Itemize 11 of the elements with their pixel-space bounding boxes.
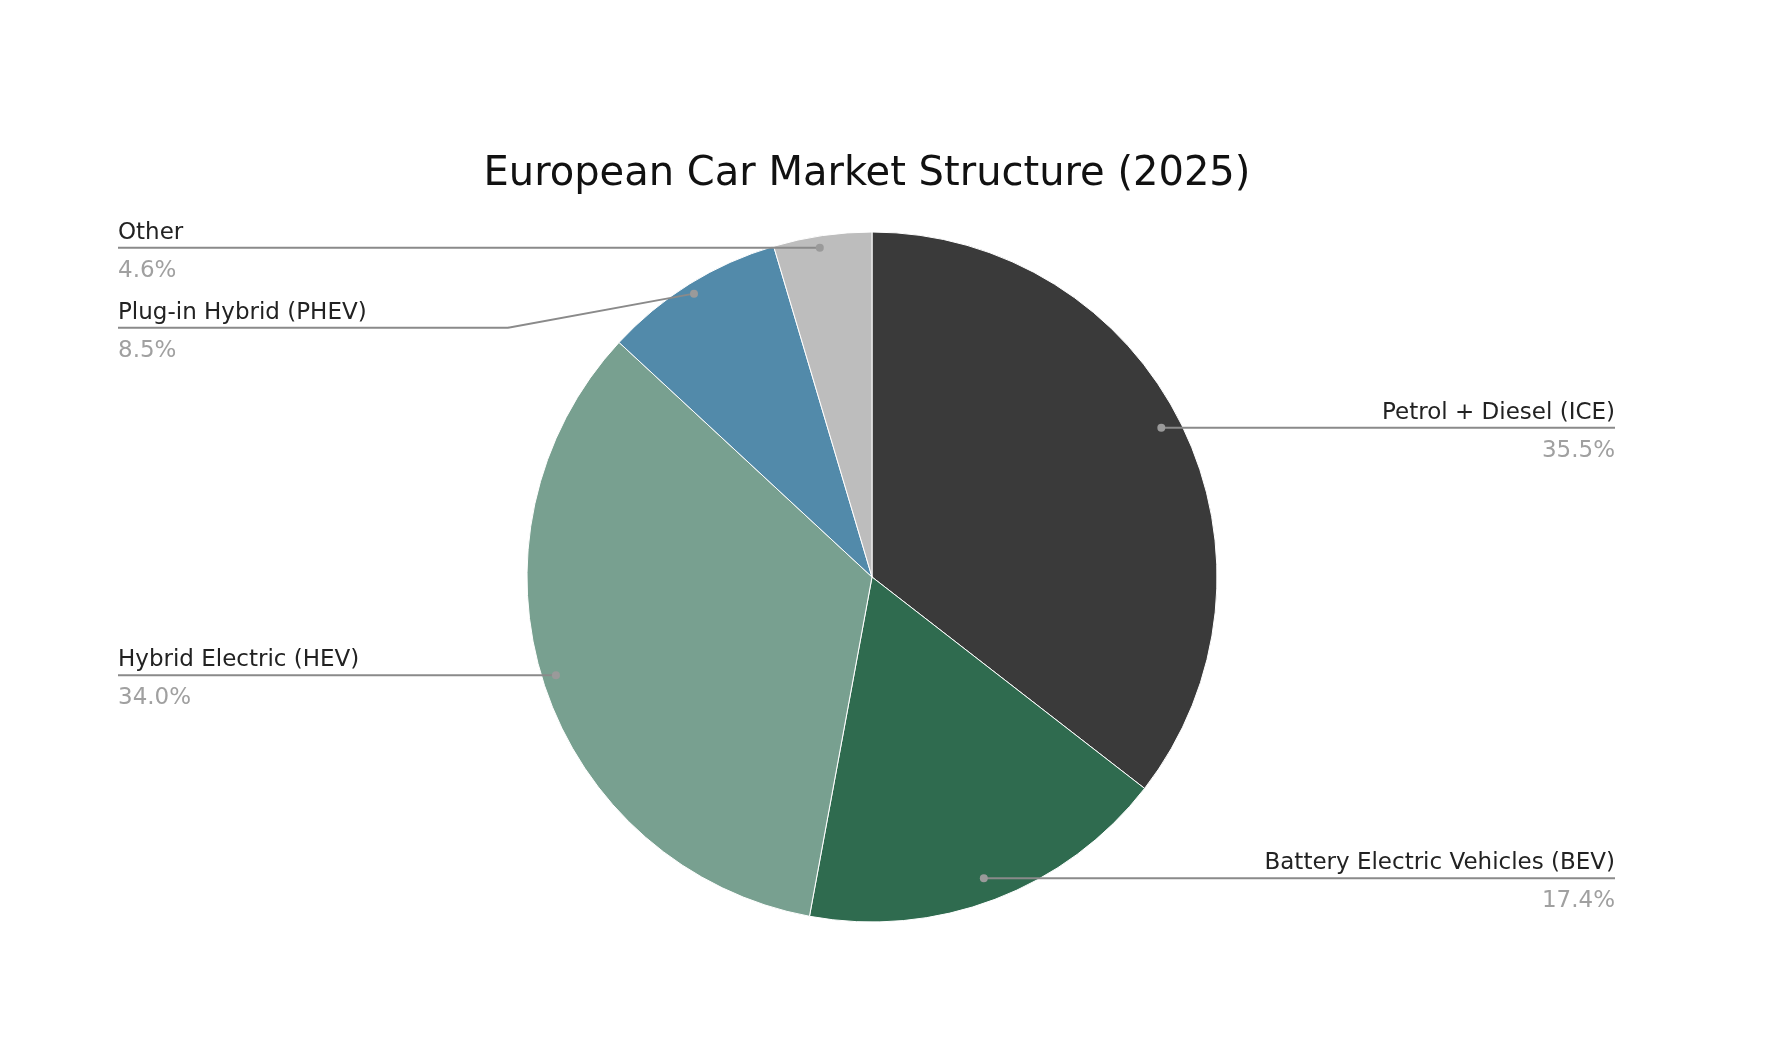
data-label: 8.5% bbox=[118, 335, 177, 362]
chart-title: European Car Market Structure (2025) bbox=[482, 148, 1252, 194]
slice-label: Plug-in Hybrid (PHEV) bbox=[118, 297, 367, 324]
slice-label: Other bbox=[118, 217, 184, 244]
slice-label: Hybrid Electric (HEV) bbox=[118, 645, 360, 672]
slice-label: Petrol + Diesel (ICE) bbox=[1382, 397, 1615, 424]
slice-label: Battery Electric Vehicles (BEV) bbox=[1264, 848, 1615, 875]
data-label: 35.5% bbox=[1541, 435, 1615, 462]
data-label: 34.0% bbox=[118, 683, 192, 710]
data-label: 17.4% bbox=[1541, 886, 1615, 913]
data-label: 4.6% bbox=[118, 255, 177, 282]
